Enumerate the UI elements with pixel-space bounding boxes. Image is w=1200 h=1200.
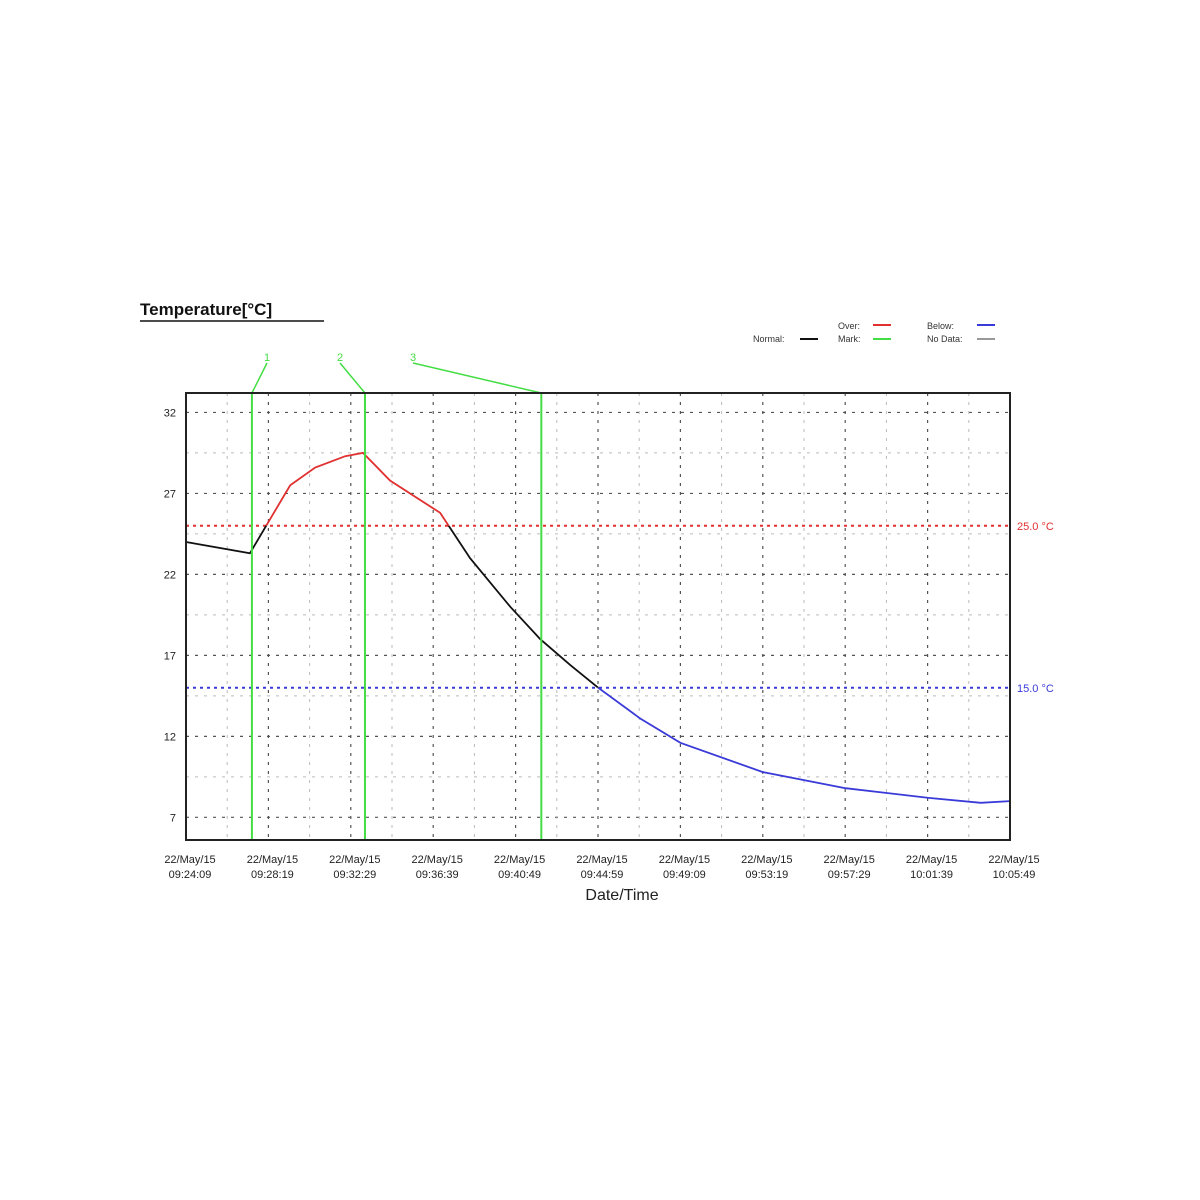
x-tick-time: 10:01:39 — [910, 869, 953, 881]
mark-leader — [339, 362, 366, 394]
x-tick-date: 22/May/15 — [741, 854, 792, 866]
legend-mark-label: Mark: — [838, 334, 861, 344]
y-axis: 32 27 22 17 12 7 — [164, 407, 176, 824]
y-tick-label: 17 — [164, 650, 176, 662]
legend-nodata-label: No Data: — [927, 334, 963, 344]
chart-title: Temperature[°C] — [140, 300, 272, 319]
mark-label: 3 — [410, 352, 416, 364]
legend-normal-label: Normal: — [753, 334, 785, 344]
mark-label: 2 — [337, 352, 343, 364]
legend-below-label: Below: — [927, 321, 954, 331]
y-tick-label: 32 — [164, 407, 176, 419]
series — [185, 451, 1011, 804]
x-tick-time: 09:40:49 — [498, 869, 541, 881]
x-tick-time: 09:36:39 — [416, 869, 459, 881]
mark-label: 1 — [264, 352, 270, 364]
series-line-below — [596, 687, 1011, 804]
x-tick-date: 22/May/15 — [412, 854, 463, 866]
threshold-lines: 25.0 °C 15.0 °C — [186, 521, 1054, 695]
y-tick-label: 22 — [164, 569, 176, 581]
mark-leader — [412, 362, 542, 394]
y-tick-label: 12 — [164, 731, 176, 743]
x-axis: 22/May/15 09:24:09 22/May/15 09:28:19 22/May… — [164, 854, 1039, 881]
x-tick-date: 22/May/15 — [988, 854, 1039, 866]
x-tick-date: 22/May/15 — [824, 854, 875, 866]
x-axis-label: Date/Time — [585, 887, 658, 904]
plot-frame — [185, 392, 1011, 841]
x-tick-date: 22/May/15 — [906, 854, 957, 866]
x-tick-time: 09:28:19 — [251, 869, 294, 881]
x-tick-date: 22/May/15 — [247, 854, 298, 866]
x-tick-time: 09:32:29 — [333, 869, 376, 881]
x-tick-time: 09:24:09 — [169, 869, 212, 881]
mark-lines: 1 2 3 — [250, 352, 543, 840]
y-tick-label: 27 — [164, 488, 176, 500]
x-tick-time: 09:57:29 — [828, 869, 871, 881]
legend-over-label: Over: — [838, 321, 860, 331]
x-tick-time: 09:53:19 — [745, 869, 788, 881]
legend: Normal: Over: Mark: Below: No Data: — [753, 321, 995, 344]
x-tick-time: 09:49:09 — [663, 869, 706, 881]
grid — [186, 393, 1010, 840]
y-tick-label: 7 — [170, 812, 176, 824]
x-tick-date: 22/May/15 — [659, 854, 710, 866]
x-tick-date: 22/May/15 — [329, 854, 380, 866]
series-line-normal — [185, 525, 600, 688]
threshold-label: 15.0 °C — [1017, 683, 1054, 695]
threshold-label: 25.0 °C — [1017, 521, 1054, 533]
x-tick-date: 22/May/15 — [576, 854, 627, 866]
x-tick-time: 09:44:59 — [581, 869, 624, 881]
series-line-over — [265, 451, 450, 526]
x-tick-time: 10:05:49 — [993, 869, 1036, 881]
x-tick-date: 22/May/15 — [164, 854, 215, 866]
x-tick-date: 22/May/15 — [494, 854, 545, 866]
mark-leader — [251, 362, 268, 394]
